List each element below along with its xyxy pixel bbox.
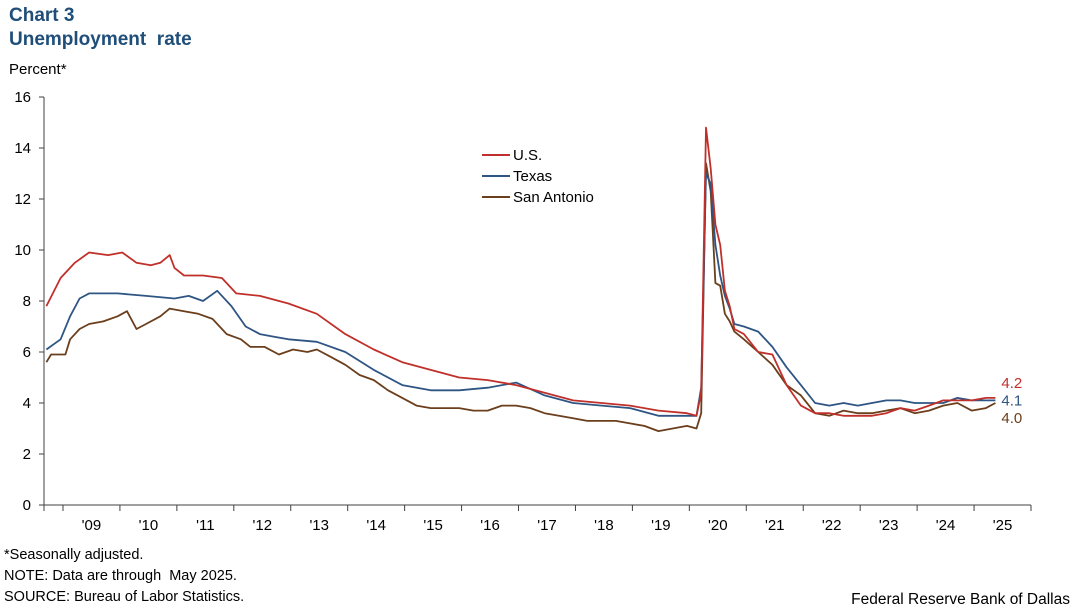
footnote-source: SOURCE: Bureau of Labor Statistics. [4,589,245,605]
y-tick-label: 2 [23,446,31,463]
y-tick-label: 6 [23,344,31,361]
x-tick-label: '23 [879,517,899,534]
y-tick-label: 8 [23,293,31,310]
footnote-seasonal: *Seasonally adjusted. [4,547,144,563]
x-tick-label: '09 [82,517,102,534]
x-tick-label: '22 [822,517,842,534]
x-tick-label: '16 [480,517,500,534]
y-tick-label: 4 [23,395,31,412]
x-tick-label: '25 [993,517,1013,534]
title-block: Chart 3 Unemployment rate [9,4,192,52]
x-tick-label: '19 [651,517,671,534]
x-tick-label: '15 [423,517,443,534]
y-tick-label: 16 [14,89,31,106]
x-tick-label: '11 [196,517,214,534]
end-label: 4.2 [1001,375,1022,392]
source-organization: Federal Reserve Bank of Dallas [851,591,1070,608]
series-line-texas [45,172,996,417]
x-tick-label: '18 [594,517,614,534]
y-tick-label: 10 [14,242,31,259]
end-label: 4.0 [1001,410,1022,427]
x-tick-label: '12 [252,517,272,534]
y-tick-label: 14 [14,140,31,157]
footnotes: *Seasonally adjusted. NOTE: Data are thr… [4,545,244,608]
x-tick-label: '21 [765,517,785,534]
legend-label: Texas [513,168,552,185]
x-tick-label: '20 [708,517,728,534]
end-label: 4.1 [1001,392,1022,409]
y-tick-label: 12 [14,191,31,208]
chart-number: Chart 3 [9,5,75,26]
x-tick-label: '10 [139,517,159,534]
x-tick-label: '24 [936,517,956,534]
x-tick-label: '17 [537,517,557,534]
legend-label: U.S. [513,147,542,164]
footnote-note: NOTE: Data are through May 2025. [4,568,237,584]
y-tick-label: 0 [23,497,31,514]
x-tick-label: '13 [309,517,329,534]
x-tick-label: '14 [366,517,386,534]
chart-title: Unemployment rate [9,29,192,50]
legend-label: San Antonio [513,189,594,206]
series-line-u-s [45,126,996,417]
y-axis-label: Percent* [9,61,67,78]
